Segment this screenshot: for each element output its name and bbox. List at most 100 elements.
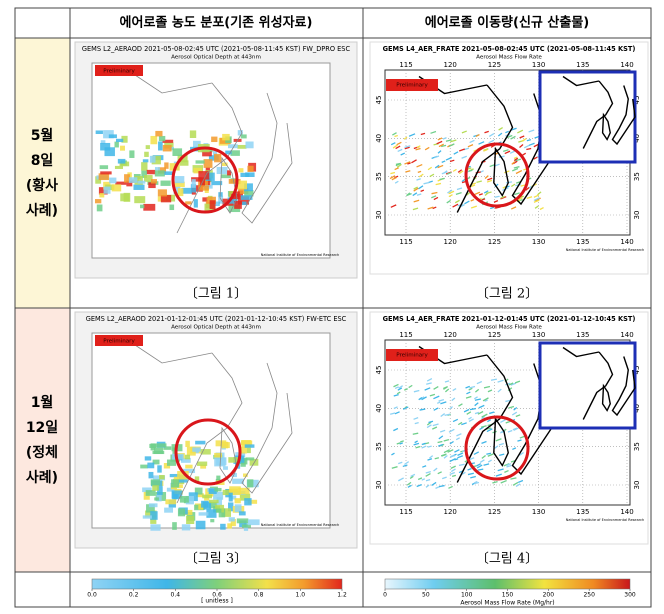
- badge-text: Preliminary: [103, 69, 135, 75]
- badge: [386, 79, 438, 91]
- flow-arrow: [424, 146, 430, 151]
- aod-pixel: [223, 466, 228, 470]
- aod-pixel: [148, 182, 156, 189]
- flow-arrow: [431, 426, 438, 430]
- flow-arrow: [525, 186, 530, 191]
- aod-pixel: [227, 197, 238, 204]
- flow-arrow: [465, 385, 470, 389]
- flow-arrow: [413, 199, 420, 203]
- flow-arrow: [476, 180, 482, 183]
- flow-arrow: [533, 197, 540, 202]
- flow-arrow: [534, 197, 541, 202]
- flow-arrow: [452, 418, 459, 423]
- flow-arrow: [449, 471, 456, 476]
- row-label: 사례): [26, 203, 58, 219]
- flow-arrow: [434, 457, 440, 460]
- flow-arrow: [442, 137, 447, 140]
- flow-arrow: [448, 428, 455, 433]
- flow-arrow: [396, 442, 401, 445]
- flow-arrow: [438, 443, 444, 447]
- lon-tick-label: 115: [399, 331, 412, 339]
- flow-arrow: [407, 162, 411, 165]
- badge: [386, 349, 438, 361]
- flow-arrow: [460, 204, 465, 208]
- aod-pixel: [154, 497, 159, 501]
- flow-arrow: [391, 466, 398, 469]
- highlight-circle: [171, 146, 239, 214]
- flow-arrow: [444, 388, 450, 393]
- logo-text: National Institute of Environmental Rese…: [566, 248, 644, 252]
- aod-pixel: [194, 487, 203, 495]
- flow-arrow: [456, 187, 463, 191]
- aod-pixel: [245, 457, 255, 461]
- flow-arrow: [474, 398, 481, 401]
- aod-pixel: [177, 508, 186, 517]
- row-label: 사례): [26, 470, 58, 486]
- flow-arrow: [481, 413, 488, 418]
- flow-arrow: [474, 481, 480, 485]
- lon-tick-label: 130: [532, 508, 545, 516]
- flow-arrow: [473, 480, 478, 484]
- flow-arrow: [448, 190, 455, 195]
- aod-pixel: [191, 179, 196, 188]
- lon-tick-label: 125: [488, 508, 501, 516]
- aod-pixel: [114, 165, 124, 169]
- flow-arrow: [397, 148, 403, 153]
- flow-arrow: [454, 199, 460, 204]
- flow-arrow: [437, 440, 443, 444]
- lon-tick-label: 140: [620, 238, 633, 246]
- flow-arrow: [400, 152, 406, 156]
- flow-arrow: [402, 406, 409, 410]
- flow-arrow: [417, 477, 423, 481]
- flow-arrow: [434, 155, 440, 159]
- aod-pixel: [137, 180, 146, 184]
- flow-arrow: [449, 440, 454, 445]
- aod-pixel: [225, 150, 232, 155]
- flow-arrow: [505, 130, 509, 134]
- flow-arrow: [513, 156, 518, 160]
- aod-pixel: [157, 486, 163, 495]
- flow-arrow: [427, 445, 432, 448]
- flow-arrow: [398, 461, 403, 465]
- aod-pixel: [171, 490, 183, 499]
- flow-arrow: [528, 129, 535, 133]
- coastline: [131, 342, 213, 364]
- flow-arrow: [409, 475, 414, 479]
- aod-pixel: [208, 501, 218, 509]
- aod-pixel: [215, 508, 222, 513]
- aod-pixel: [100, 140, 106, 144]
- aod-pixel: [213, 491, 224, 500]
- aod-pixel: [247, 165, 254, 172]
- aod-pixel: [230, 150, 240, 156]
- flow-arrow: [517, 129, 524, 134]
- aod-pixel: [157, 465, 162, 473]
- flow-arrow: [458, 463, 465, 467]
- aod-pixel: [191, 177, 202, 182]
- flow-arrow: [474, 191, 481, 196]
- flow-arrow: [411, 159, 417, 164]
- flow-arrow: [392, 132, 397, 136]
- aod-pixel: [156, 494, 162, 502]
- flow-arrow: [399, 442, 404, 445]
- aod-pixel: [108, 134, 117, 139]
- flow-arrow: [519, 135, 525, 139]
- aod-pixel: [183, 468, 196, 474]
- flow-arrow: [421, 445, 427, 449]
- flow-arrow: [395, 145, 401, 150]
- row-label: 1월: [31, 394, 54, 411]
- flow-arrow: [487, 419, 492, 423]
- flow-arrow: [497, 379, 504, 383]
- aod-pixel: [189, 130, 197, 138]
- flow-arrow: [432, 423, 439, 427]
- flow-arrow: [435, 182, 442, 186]
- colorbar-label: Aerosol Mass Flow Rate (Mg/hr): [460, 600, 554, 607]
- highlight-circle: [464, 142, 530, 208]
- flow-arrow: [493, 200, 499, 203]
- aod-pixel: [214, 452, 222, 459]
- logo-text: National Institute of Environmental Rese…: [261, 253, 339, 257]
- aod-pixel: [232, 478, 244, 484]
- colorbar-tick-label: 250: [583, 592, 595, 599]
- lat-tick-label: 40: [633, 404, 641, 413]
- aod-pixel: [140, 204, 145, 209]
- colorbar-tick-label: 0.8: [254, 592, 264, 599]
